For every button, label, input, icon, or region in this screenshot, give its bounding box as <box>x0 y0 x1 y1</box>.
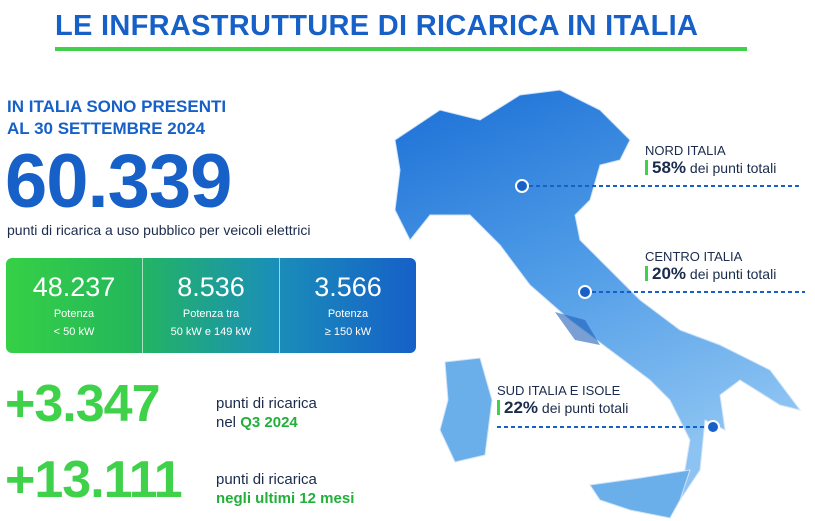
leader-lines <box>497 185 805 428</box>
period: negli ultimi 12 mesi <box>216 490 355 507</box>
region-share: 58% dei punti totali <box>645 158 776 178</box>
box-value: 48.237 <box>32 272 116 302</box>
sardinia <box>439 357 493 463</box>
region-dot <box>515 179 529 193</box>
share-text: dei punti totali <box>689 266 777 282</box>
box-value: 8.536 <box>177 272 245 302</box>
box-value: 3.566 <box>314 272 382 302</box>
box-label: Potenza <box>327 308 369 320</box>
power-box: 8.536 Potenza tra 50 kW e 149 kW <box>142 258 279 353</box>
power-box: 3.566 Potenza ≥ 150 kW <box>279 258 416 353</box>
region-label: NORD ITALIA 58% dei punti totali <box>645 143 776 178</box>
box-label: Potenza <box>53 308 95 320</box>
growth-text: punti di ricarica negli ultimi 12 mesi <box>216 470 354 508</box>
total: 60.339 <box>5 139 232 224</box>
lazio-highlight <box>555 312 600 345</box>
share-text: dei punti totali <box>541 400 629 416</box>
growth-value: +3.347 <box>5 375 160 433</box>
region-name: CENTRO ITALIA <box>645 249 743 264</box>
box-label: ≥ 150 kW <box>324 326 372 338</box>
box-label: < 50 kW <box>53 326 95 338</box>
region-name: SUD ITALIA E ISOLE <box>497 383 621 398</box>
power-box: 48.237 Potenza < 50 kW <box>6 258 142 353</box>
dots <box>515 179 720 434</box>
share: 58% <box>652 158 687 177</box>
region-share: 22% dei punti totali <box>497 398 628 418</box>
growth-label: punti di ricarica <box>216 471 317 488</box>
intro-line: AL 30 SETTEMBRE 2024 <box>7 119 206 138</box>
italy-mainland <box>394 89 802 501</box>
growth-text: punti di ricarica nel Q3 2024 <box>216 394 317 432</box>
share: 20% <box>652 264 687 283</box>
sicily <box>589 469 691 519</box>
region-dot <box>706 420 720 434</box>
period: Q3 2024 <box>240 414 298 431</box>
growth-period: nel Q3 2024 <box>216 413 317 432</box>
region-name: NORD ITALIA <box>645 143 726 158</box>
title: LE INFRASTRUTTURE DI RICARICA IN ITALIA <box>55 10 699 42</box>
box-label: Potenza tra <box>182 308 240 320</box>
intro-line: IN ITALIA SONO PRESENTI <box>7 97 227 116</box>
total-caption: punti di ricarica a uso pubblico per vei… <box>7 222 311 238</box>
region-dot <box>578 285 592 299</box>
share: 22% <box>504 398 539 417</box>
region-label: SUD ITALIA E ISOLE 22% dei punti totali <box>497 383 628 418</box>
growth-value: +13.111 <box>5 451 183 509</box>
period-prefix: nel <box>216 414 237 431</box>
box-label: 50 kW e 149 kW <box>170 326 252 338</box>
power-boxes: 48.237 Potenza < 50 kW 8.536 Potenza tra… <box>6 258 416 353</box>
region-label: CENTRO ITALIA 20% dei punti totali <box>645 249 776 284</box>
title-underline <box>55 47 747 51</box>
growth-label: punti di ricarica <box>216 395 317 412</box>
share-text: dei punti totali <box>689 160 777 176</box>
region-share: 20% dei punti totali <box>645 264 776 284</box>
